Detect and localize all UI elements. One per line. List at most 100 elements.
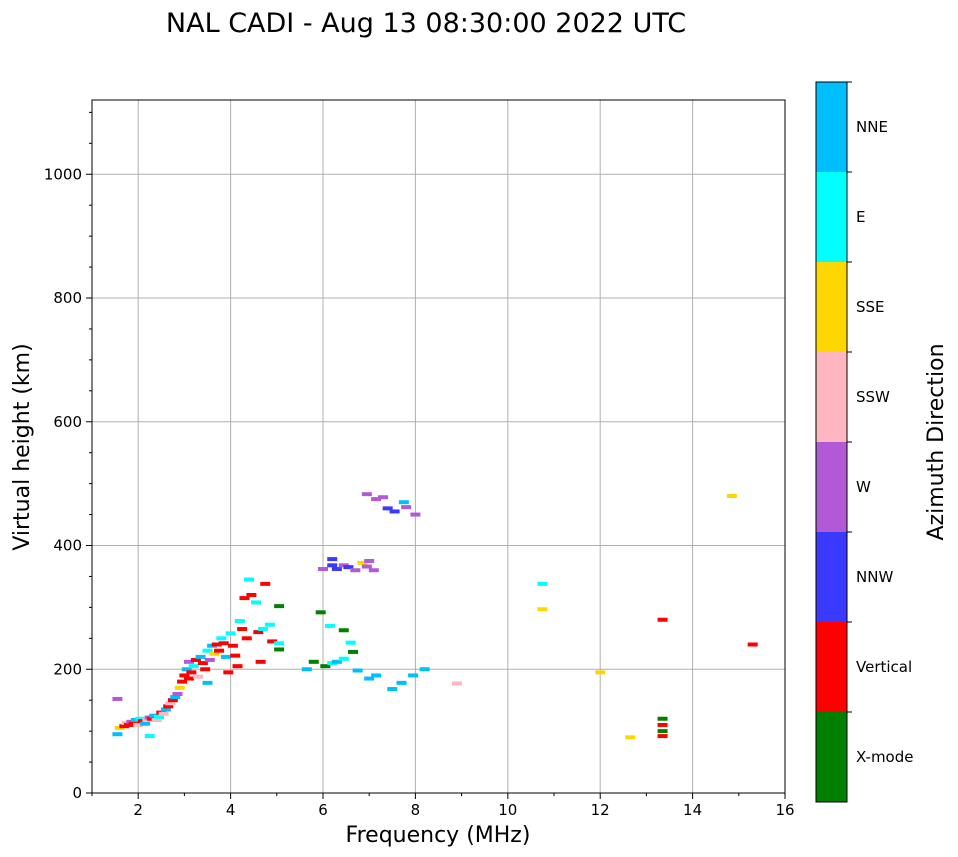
- data-points: [112, 492, 758, 740]
- data-point: [382, 506, 393, 511]
- data-point: [274, 641, 285, 646]
- data-point: [135, 716, 146, 721]
- colorbar-label-sse: SSE: [856, 298, 885, 316]
- data-point: [211, 642, 222, 647]
- data-point: [401, 505, 412, 510]
- x-tick-label: 6: [318, 801, 328, 819]
- data-point: [331, 567, 342, 572]
- data-point: [398, 500, 409, 505]
- data-point: [190, 657, 201, 662]
- data-point: [184, 676, 195, 681]
- data-point: [396, 680, 407, 685]
- data-point: [167, 698, 178, 703]
- colorbar-segment: [816, 622, 847, 712]
- data-point: [327, 563, 338, 568]
- data-point: [204, 657, 215, 662]
- data-point: [318, 567, 328, 572]
- data-point: [186, 670, 197, 675]
- data-point: [165, 701, 176, 706]
- data-point: [264, 622, 275, 627]
- data-point: [315, 610, 326, 615]
- colorbar-label: Azimuth Direction: [924, 343, 949, 540]
- data-point: [160, 707, 171, 712]
- y-tick-label: 600: [53, 413, 82, 431]
- data-point: [345, 640, 356, 645]
- data-point: [419, 667, 430, 672]
- data-point: [361, 564, 372, 569]
- data-point: [133, 722, 144, 727]
- y-tick-label: 0: [72, 784, 82, 802]
- data-point: [357, 560, 368, 565]
- data-point: [144, 734, 155, 739]
- data-point: [241, 636, 252, 641]
- data-point: [257, 627, 268, 632]
- data-point: [260, 581, 271, 586]
- plot-frame: [91, 99, 786, 794]
- data-point: [163, 704, 174, 709]
- data-point: [200, 667, 211, 672]
- colorbar-segment: [816, 172, 847, 262]
- data-point: [657, 734, 668, 739]
- data-point: [378, 495, 389, 500]
- colorbar: X-mode Vertical NNW W SSW SSE E NNE: [815, 81, 913, 803]
- colorbar-label-ssw: SSW: [856, 388, 890, 406]
- data-point: [237, 627, 248, 632]
- data-point: [255, 659, 266, 664]
- x-tick-label: 14: [683, 801, 702, 819]
- data-point: [112, 732, 123, 737]
- x-tick-label: 10: [498, 801, 517, 819]
- colorbar-segment: [816, 262, 847, 352]
- data-point: [202, 648, 213, 653]
- data-point: [308, 659, 319, 664]
- data-point: [657, 617, 668, 622]
- data-point: [267, 639, 278, 644]
- data-point: [172, 692, 183, 696]
- data-point: [364, 558, 375, 563]
- y-axis: 0 200 400 600 800 1000: [44, 111, 92, 802]
- x-tick-label: 4: [226, 801, 236, 819]
- data-point: [657, 729, 668, 734]
- data-point: [387, 687, 398, 692]
- colorbar-segment: [816, 532, 847, 622]
- data-point: [227, 643, 238, 648]
- data-point: [451, 681, 462, 686]
- data-point: [364, 676, 375, 681]
- colorbar-label-nne: NNE: [856, 118, 888, 136]
- data-point: [625, 735, 636, 740]
- data-point: [657, 722, 668, 727]
- chart-title: NAL CADI - Aug 13 08:30:00 2022 UTC: [166, 8, 686, 39]
- data-point: [230, 653, 241, 658]
- x-tick-label: 8: [411, 801, 421, 819]
- colorbar-label-w: W: [856, 478, 871, 496]
- data-point: [158, 711, 169, 716]
- data-point: [251, 600, 262, 605]
- data-point: [181, 667, 192, 672]
- data-point: [389, 509, 400, 514]
- data-point: [253, 630, 264, 635]
- data-point: [343, 565, 354, 570]
- y-tick-label: 800: [53, 289, 82, 307]
- data-point: [361, 492, 372, 497]
- data-point: [595, 670, 606, 675]
- data-point: [350, 568, 361, 573]
- data-point: [112, 696, 123, 701]
- data-point: [537, 581, 548, 586]
- data-point: [225, 631, 236, 636]
- data-point: [216, 636, 227, 641]
- colorbar-frame: [815, 81, 848, 803]
- colorbar-segment: [816, 442, 847, 532]
- x-tick-label: 12: [591, 801, 610, 819]
- colorbar-segment: [816, 352, 847, 442]
- y-axis-label: Virtual height (km): [10, 343, 35, 550]
- data-point: [202, 680, 213, 685]
- data-point: [151, 717, 162, 722]
- data-point: [177, 679, 188, 684]
- data-point: [234, 618, 245, 623]
- data-point: [371, 673, 382, 678]
- data-point: [331, 659, 342, 664]
- data-point: [220, 654, 231, 659]
- grid: [92, 100, 786, 794]
- data-point: [153, 714, 164, 719]
- data-point: [726, 494, 737, 498]
